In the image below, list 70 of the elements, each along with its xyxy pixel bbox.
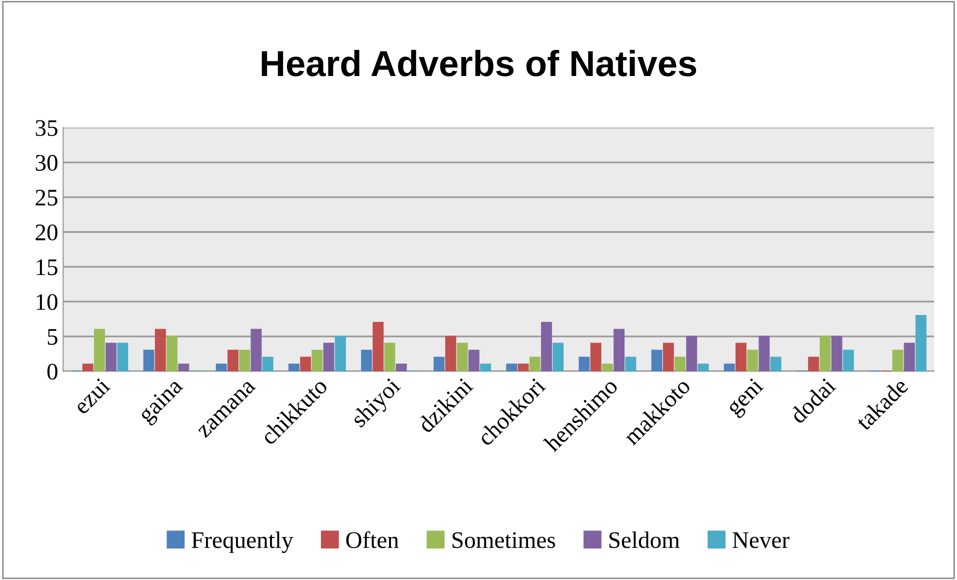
bar (166, 336, 178, 372)
bar (518, 364, 529, 372)
y-tick-label: 15 (36, 259, 58, 276)
bar (506, 364, 518, 372)
bar (842, 350, 854, 372)
bar (614, 328, 625, 372)
legend-label: Frequently (192, 531, 294, 553)
bar (552, 342, 564, 372)
legend-label: Seldom (609, 531, 680, 548)
bar (736, 342, 746, 372)
bar (915, 314, 926, 372)
bar (662, 342, 674, 372)
bar (106, 342, 117, 372)
bar (250, 328, 262, 372)
bar (334, 336, 346, 372)
bar (396, 364, 407, 372)
bar (724, 364, 735, 372)
bar (300, 356, 312, 372)
bar (541, 322, 552, 372)
x-tick-label: geni (725, 376, 768, 420)
bar (468, 350, 480, 372)
bar (698, 364, 709, 372)
bar (361, 350, 372, 372)
legend-label: Often (346, 531, 399, 548)
y-tick-label: 5 (48, 329, 58, 345)
bar (529, 356, 540, 372)
bar (651, 350, 662, 372)
bar (216, 364, 227, 372)
legend-label: Never (732, 532, 790, 548)
bar (892, 350, 904, 372)
bar (445, 336, 456, 372)
bar (227, 350, 238, 372)
y-tick-label: 35 (36, 120, 58, 136)
y-tick-label: 10 (36, 294, 58, 310)
y-tick-label: 25 (36, 190, 58, 206)
bar (312, 350, 323, 372)
y-tick-label: 0 (47, 364, 58, 380)
bar (94, 328, 105, 372)
bar (456, 342, 468, 372)
bar (154, 328, 166, 372)
bar (239, 350, 250, 372)
bar (323, 342, 334, 372)
bar (480, 364, 492, 372)
bar (372, 322, 384, 372)
bar (434, 356, 445, 372)
bar (747, 350, 758, 372)
bar (831, 336, 842, 372)
bar (758, 336, 770, 372)
bar (143, 350, 154, 372)
y-tick-label: 30 (36, 154, 58, 171)
bar (578, 356, 590, 372)
chart-title: Heard Adverbs of Natives (262, 50, 696, 76)
bar (602, 364, 613, 372)
legend-label: Sometimes (452, 532, 556, 548)
bar (770, 356, 782, 372)
bar (117, 342, 128, 372)
bar (178, 364, 190, 372)
bar (820, 336, 831, 372)
bar (82, 364, 94, 372)
bar (262, 356, 274, 372)
bar (590, 342, 602, 372)
bar (625, 356, 636, 372)
bar (288, 364, 300, 372)
bar (384, 342, 396, 372)
bar (674, 356, 686, 372)
bar (686, 336, 698, 372)
bar (904, 342, 915, 372)
bar (808, 356, 820, 372)
x-tick-label: ezui (72, 376, 111, 415)
y-tick-label: 20 (36, 224, 58, 240)
